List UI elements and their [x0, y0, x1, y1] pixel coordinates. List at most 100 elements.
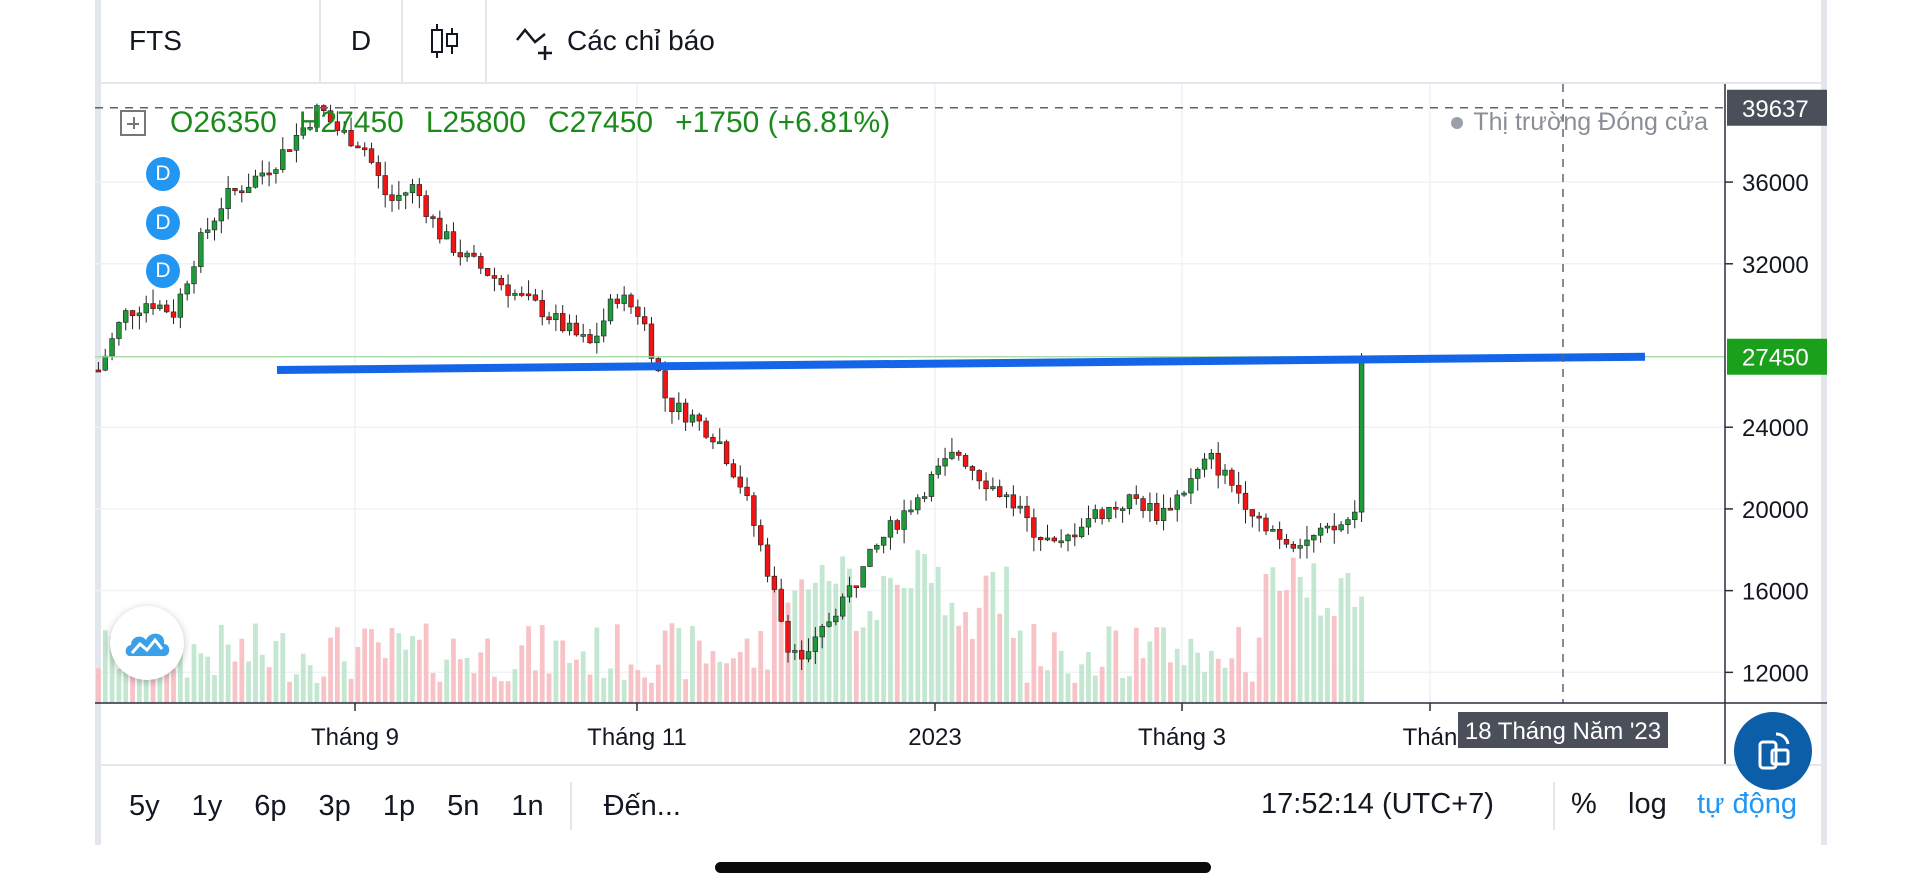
candle-body	[1106, 506, 1112, 520]
market-status-label: Thị trường Đóng cửa	[1473, 108, 1708, 136]
clock-timezone[interactable]: 17:52:14 (UTC+7)	[1261, 788, 1494, 820]
volume-bar	[328, 637, 333, 703]
volume-bar	[669, 623, 675, 703]
range-6p[interactable]: 6p	[254, 789, 287, 822]
range-5y[interactable]: 5y	[129, 789, 160, 822]
candle-body	[273, 169, 279, 174]
candle-body	[512, 293, 518, 296]
change-value: +1750 (+6.81%)	[675, 106, 891, 139]
interval-label: D	[350, 25, 372, 56]
volume-bar	[369, 629, 374, 703]
candle-body	[532, 294, 539, 301]
volume-bar	[1352, 606, 1358, 703]
crosshair-date-tag	[1458, 712, 1668, 748]
dividend-badge[interactable]: D	[146, 254, 180, 288]
candle-body	[1304, 539, 1310, 546]
volume-bar	[177, 643, 183, 703]
volume-bar	[1202, 672, 1207, 703]
candle-body	[1160, 507, 1167, 521]
candle-body	[887, 520, 894, 538]
volume-bar	[731, 658, 736, 703]
auto-scale-toggle[interactable]: tự động	[1697, 788, 1798, 820]
candle-body	[1263, 517, 1269, 532]
candle-body	[799, 650, 805, 660]
volume-bar	[335, 627, 340, 703]
volume-bar	[273, 641, 279, 703]
volume-bar	[375, 642, 381, 703]
candle-body	[245, 186, 252, 193]
goto-date-button[interactable]: Đến...	[603, 789, 681, 822]
indicators-button[interactable]: Các chỉ báo	[487, 0, 743, 82]
candle-body	[928, 474, 935, 497]
candle-body	[805, 651, 812, 660]
volume-bar	[1215, 658, 1221, 703]
chart-style-button[interactable]	[403, 0, 487, 82]
volume-bar	[123, 653, 129, 703]
candle-body	[744, 486, 750, 496]
candle-body	[286, 149, 293, 152]
volume-bar	[464, 657, 470, 703]
symbol-button[interactable]: FTS	[101, 0, 321, 82]
volume-bar	[560, 640, 566, 703]
volume-bar	[362, 628, 368, 703]
volume-bar	[1297, 577, 1303, 703]
candle-body	[457, 252, 463, 258]
divider	[569, 782, 572, 830]
candle-body	[362, 147, 368, 151]
range-1y[interactable]: 1y	[191, 789, 223, 822]
market-status: Thị trường Đóng cửa	[1451, 108, 1708, 137]
log-toggle[interactable]: log	[1628, 788, 1667, 820]
range-5n[interactable]: 5n	[447, 789, 480, 822]
volume-bar	[771, 575, 777, 703]
candle-body	[525, 293, 532, 297]
candle-body	[1249, 509, 1256, 517]
volume-bar	[294, 674, 299, 703]
expand-legend-icon[interactable]	[120, 110, 146, 136]
candle-body	[1352, 511, 1358, 520]
volume-bar	[259, 654, 265, 703]
dividend-badge[interactable]: D	[146, 157, 180, 191]
volume-bar	[683, 679, 689, 703]
volume-bar	[1290, 557, 1296, 703]
volume-bar	[894, 584, 900, 703]
time-tick-label: 2023	[908, 724, 961, 751]
candle-body	[307, 126, 313, 130]
candle-body	[894, 520, 900, 530]
candle-body	[1195, 468, 1201, 479]
volume-bar	[1154, 627, 1160, 703]
volume-bar	[608, 668, 613, 703]
candle-body	[853, 585, 860, 589]
volume-bar	[1161, 627, 1166, 703]
candle-body	[280, 149, 286, 170]
candle-body	[1072, 534, 1078, 538]
interval-button[interactable]: D	[321, 0, 403, 82]
range-1n[interactable]: 1n	[511, 789, 544, 822]
candle-body	[1031, 517, 1037, 538]
candle-body	[976, 470, 982, 482]
candle-body	[170, 311, 177, 318]
candle-body	[266, 172, 272, 176]
candle-body	[1154, 503, 1160, 521]
candlestick-icon	[431, 24, 458, 58]
candle-body	[1270, 529, 1276, 532]
crosshair-date-label: 18 Tháng Năm '23	[1465, 718, 1661, 745]
volume-bar	[253, 623, 258, 703]
candle-body	[956, 451, 962, 456]
volume-bar	[580, 651, 586, 703]
candle-body	[355, 145, 361, 149]
range-1p[interactable]: 1p	[382, 789, 416, 822]
volume-bar	[1284, 590, 1289, 703]
range-3p[interactable]: 3p	[318, 789, 351, 822]
candle-body	[150, 303, 156, 309]
screen-rotate-button[interactable]	[1734, 712, 1812, 790]
candle-body	[1276, 529, 1283, 540]
candle-body	[1147, 503, 1153, 511]
tradingview-logo-button[interactable]	[110, 606, 184, 680]
rotate-screen-icon	[1758, 732, 1790, 770]
percent-toggle[interactable]: %	[1571, 788, 1597, 820]
dividend-badge[interactable]: D	[146, 206, 180, 240]
volume-bar	[348, 678, 354, 703]
volume-bar	[143, 666, 149, 703]
candle-body	[1119, 508, 1126, 511]
